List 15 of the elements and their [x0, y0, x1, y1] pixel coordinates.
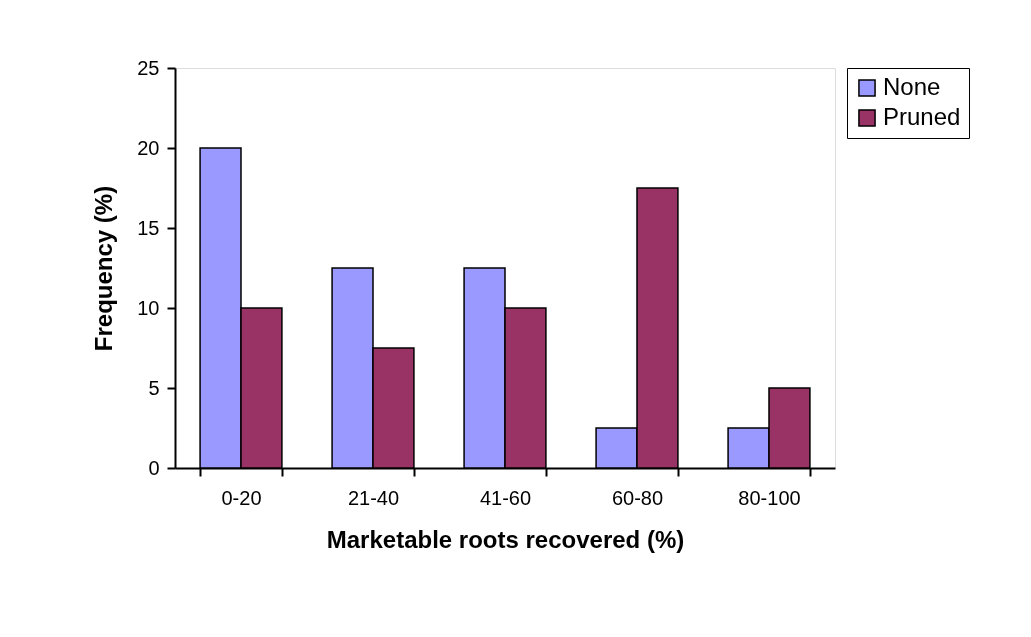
y-tick-label: 10: [137, 296, 160, 319]
legend-label: None: [883, 73, 941, 100]
y-axis-title: Frequency (%): [90, 185, 118, 352]
y-tick-label: 5: [148, 376, 160, 399]
y-tick-label: 15: [137, 216, 160, 239]
x-tick-label: 21-40: [347, 486, 400, 509]
x-tick-label: 0-20: [221, 486, 262, 509]
x-axis-title: Marketable roots recovered (%): [326, 525, 685, 553]
y-tick-label: 20: [137, 136, 160, 159]
x-tick-label: 41-60: [479, 486, 532, 509]
y-tick-label: 25: [137, 56, 160, 79]
x-tick-label: 60-80: [611, 486, 664, 509]
y-tick-label: 0: [148, 456, 160, 479]
legend-label: Pruned: [883, 103, 961, 130]
x-tick-label: 80-100: [738, 486, 801, 509]
